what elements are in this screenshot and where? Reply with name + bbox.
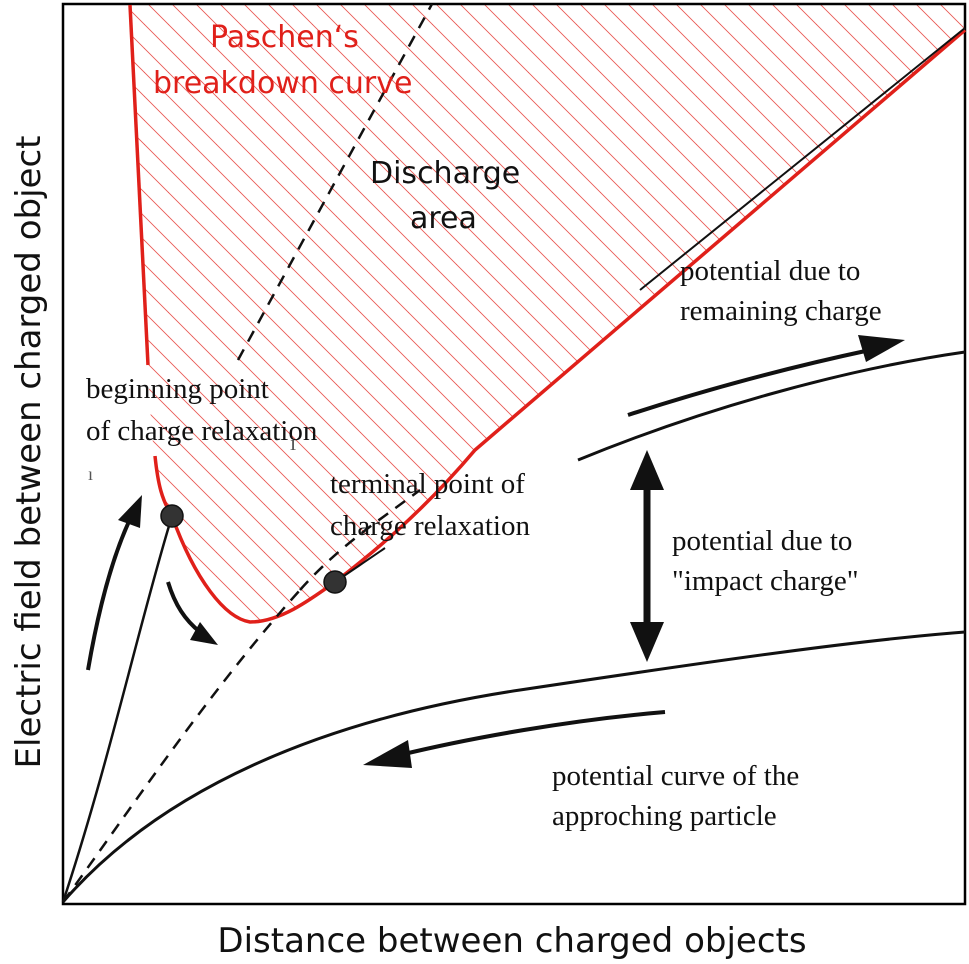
dashed-line-upper	[236, 3, 434, 361]
stray-mark-2: ı	[290, 430, 296, 455]
arrow-up-curve	[86, 514, 134, 671]
arrow-relax-curve	[166, 581, 202, 634]
approach-label-line2: approching particle	[552, 800, 777, 832]
impact-label-line1: potential due to	[672, 525, 852, 557]
paschen-label-line2: breakdown curve	[153, 66, 412, 101]
plot-frame	[61, 2, 967, 906]
paschen-black-overlay	[639, 27, 966, 291]
y-axis-label: Electric field between charged object	[9, 136, 49, 769]
terminal-label-line2: charge relaxation	[330, 510, 530, 542]
arrow-left-head	[363, 740, 412, 768]
arrow-up-head	[118, 495, 142, 528]
double-arrow-top-head	[630, 450, 664, 490]
discharge-label-line1: Discharge	[370, 156, 520, 191]
remaining-label-line1: potential due to	[680, 255, 860, 287]
paschen-label-line1: Paschen‘s	[210, 20, 359, 55]
terminal-label-line1: terminal point of	[330, 468, 525, 500]
discharge-area	[130, 5, 965, 622]
x-axis-label: Distance between charged objects	[217, 921, 806, 961]
terminal-point-marker	[323, 570, 347, 594]
beginning-label-line2: of charge relaxation	[86, 415, 318, 447]
arrow-right-curve	[627, 348, 871, 417]
remaining-charge-curve	[577, 350, 966, 462]
remaining-label-line2: remaining charge	[680, 295, 882, 327]
arrow-left-curve	[399, 710, 666, 757]
arrow-right-head	[858, 335, 905, 362]
charging-line	[61, 515, 174, 903]
approach-curve	[61, 630, 966, 903]
approach-label-line1: potential curve of the	[552, 760, 799, 792]
stray-mark: ı	[88, 464, 93, 484]
paschen-curve-upper	[128, 4, 150, 366]
double-arrow-bottom-head	[630, 622, 664, 662]
beginning-label-line1: beginning point	[86, 373, 269, 405]
beginning-point-marker	[160, 504, 184, 528]
discharge-label-line2: area	[410, 201, 477, 236]
arrow-relax-head	[190, 622, 218, 645]
dashed-line	[61, 488, 421, 903]
impact-label-line2: "impact charge"	[672, 565, 859, 597]
